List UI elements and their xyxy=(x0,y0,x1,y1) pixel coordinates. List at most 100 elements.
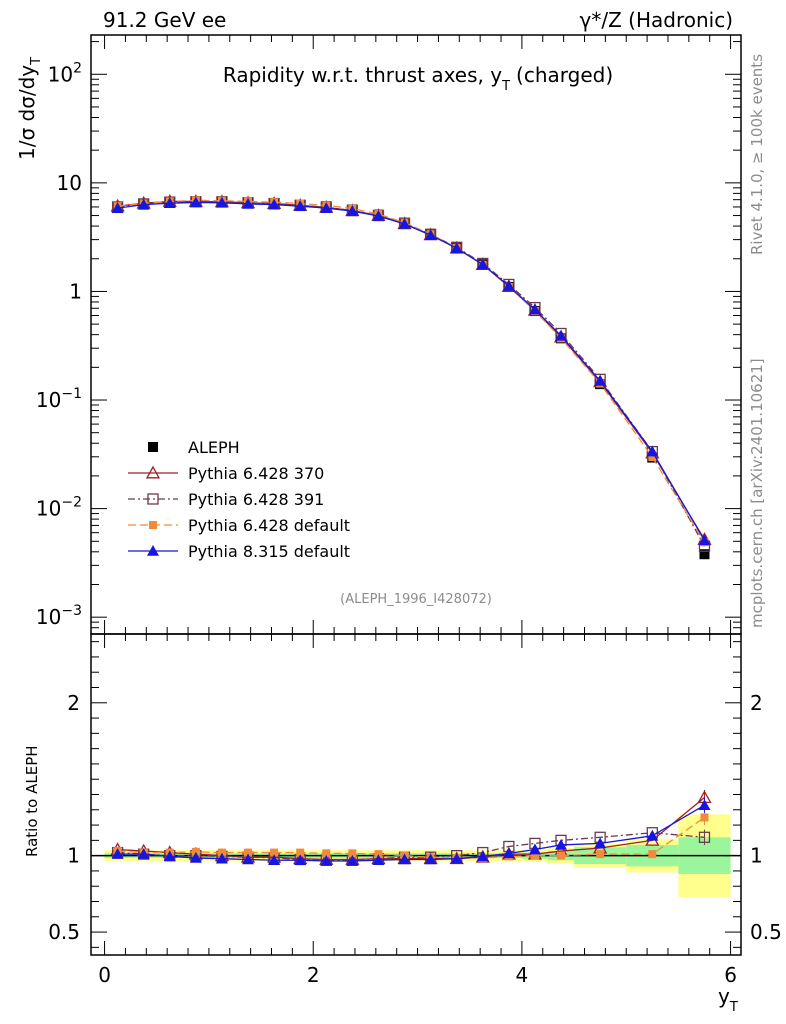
ratio-point-pythia-8-315-default xyxy=(450,852,463,864)
ratio-point-pythia-6-428-default xyxy=(530,851,539,860)
ratio-point-pythia-8-315-default xyxy=(294,854,307,866)
point-pythia-8-315-default xyxy=(215,196,228,208)
mcplots-label: mcplots.cern.ch [arXiv:2401.10621] xyxy=(748,358,766,628)
xlabel-sub: T xyxy=(729,1000,738,1015)
y-tick-base: 10 xyxy=(36,497,61,521)
point-pythia-8-315-default xyxy=(346,205,359,216)
ratio-point-pythia-8-315-default xyxy=(476,850,489,862)
point-pythia-8-315-default xyxy=(189,196,202,208)
ratio-point-pythia-8-315-default xyxy=(398,853,411,865)
ratio-point-pythia-8-315-default xyxy=(163,850,176,862)
xlabel: yT xyxy=(718,984,738,1015)
ratio-point-pythia-8-315-default xyxy=(646,829,659,841)
rivet-label: Rivet 4.1.0, ≥ 100k events xyxy=(748,54,766,255)
analysis-label: (ALEPH_1996_I428072) xyxy=(340,592,492,607)
ratio-point-pythia-8-315-default xyxy=(594,837,607,849)
ratio-y-tick-label-right: 0.5 xyxy=(750,920,782,944)
header-left: 91.2 GeV ee xyxy=(103,8,226,32)
ratio-point-pythia-6-428-default xyxy=(557,851,566,860)
ratio-point-pythia-6-428-default xyxy=(596,850,605,859)
y-tick-exp: 2 xyxy=(73,60,82,76)
ratio-line-pythia-6-428-default xyxy=(117,816,705,859)
point-aleph xyxy=(699,549,710,560)
ratio-y-tick-label-right: 2 xyxy=(750,691,763,715)
x-tick-label: 4 xyxy=(516,963,529,987)
y-tick-base: 10 xyxy=(36,605,61,629)
ratio-point-pythia-6-428-default xyxy=(322,849,331,858)
ylabel-main-text: 1/σ dσ/dy xyxy=(15,65,39,160)
ratio-y-tick-label: 0.5 xyxy=(48,920,80,944)
ratio-frame xyxy=(90,633,742,956)
ylabel-main: 1/σ dσ/dyT xyxy=(15,57,44,160)
legend-marker-pythia-6-428-391 xyxy=(147,493,159,505)
ratio-panel: 0 2 4 6 0.5 0.5 1 1 2 2 xyxy=(48,633,782,987)
ratio-point-pythia-8-315-default xyxy=(215,852,228,864)
x-tick-label: 0 xyxy=(98,963,111,987)
ratio-point-pythia-6-428-default xyxy=(296,848,305,857)
point-pythia-8-315-default xyxy=(268,198,281,210)
series-line-pythia-6-428-default xyxy=(117,199,706,543)
y-tick-label: 10−3 xyxy=(36,603,82,629)
legend-marker-aleph xyxy=(148,442,158,452)
legend-label: Pythia 6.428 default xyxy=(188,516,350,535)
y-tick-base: 1 xyxy=(69,279,82,303)
ratio-point-pythia-6-428-default xyxy=(374,850,383,859)
ratio-point-pythia-6-428-default xyxy=(348,849,357,858)
y-tick-label: 10−2 xyxy=(36,495,82,521)
ratio-point-pythia-8-315-default xyxy=(528,843,541,855)
ratio-point-pythia-8-315-default xyxy=(502,847,515,859)
point-pythia-8-315-default xyxy=(528,303,541,315)
point-pythia-8-315-default xyxy=(320,202,333,213)
x-tick-label: 6 xyxy=(724,963,737,987)
ratio-point-pythia-8-315-default xyxy=(242,853,255,865)
y-tick-label: 102 xyxy=(48,60,82,86)
legend-label: Pythia 8.315 default xyxy=(188,542,350,561)
point-pythia-8-315-default xyxy=(502,280,515,291)
legend-marker-pythia-8-315-default xyxy=(147,545,159,556)
y-tick-exp: −1 xyxy=(61,386,82,402)
ratio-point-pythia-8-315-default xyxy=(268,854,281,866)
point-pythia-8-315-default xyxy=(450,242,463,254)
plot-title-sub: T xyxy=(501,79,510,94)
ratio-point-pythia-8-315-default xyxy=(111,848,124,859)
point-pythia-8-315-default xyxy=(242,197,255,209)
ratio-point-pythia-8-315-default xyxy=(372,854,385,866)
point-pythia-8-315-default xyxy=(372,210,385,221)
xlabel-text: y xyxy=(718,984,730,1008)
ratio-point-pythia-6-428-default xyxy=(270,848,279,857)
ratio-y-tick-label-right: 1 xyxy=(750,844,763,868)
ratio-point-pythia-6-428-default xyxy=(191,847,200,856)
point-pythia-8-315-default xyxy=(294,200,307,211)
ratio-point-pythia-6-428-default xyxy=(244,848,253,857)
series-line-pythia-6-428-370 xyxy=(117,200,706,540)
legend-marker-pythia-6-428-370 xyxy=(145,465,161,479)
point-pythia-8-315-default xyxy=(594,374,607,386)
ratio-point-pythia-8-315-default xyxy=(346,854,359,866)
header-right: γ*/Z (Hadronic) xyxy=(580,8,733,32)
point-pythia-8-315-default xyxy=(163,197,176,208)
plot-title: Rapidity w.r.t. thrust axes, yT (charged) xyxy=(223,63,613,94)
point-pythia-8-315-default xyxy=(555,329,568,341)
x-tick-label: 2 xyxy=(307,963,320,987)
ratio-y-tick-label: 1 xyxy=(67,844,80,868)
y-tick-base: 10 xyxy=(36,388,61,412)
y-tick-exp: −2 xyxy=(61,495,82,511)
plot-title-main: Rapidity w.r.t. thrust axes, y xyxy=(223,63,502,87)
ratio-point-pythia-6-428-default xyxy=(648,850,657,859)
legend-label: ALEPH xyxy=(188,438,240,457)
legend-label: Pythia 6.428 391 xyxy=(188,490,324,509)
ratio-point-pythia-8-315-default xyxy=(189,851,202,863)
ratio-point-pythia-8-315-default xyxy=(137,848,150,859)
legend: ALEPH Pythia 6.428 370 Pythia 6.428 391 Pyt… xyxy=(128,438,350,561)
ratio-point-pythia-6-428-default xyxy=(217,848,226,857)
y-tick-base: 10 xyxy=(57,171,82,195)
point-pythia-8-315-default xyxy=(698,534,711,546)
ratio-point-pythia-8-315-default xyxy=(320,854,333,866)
point-pythia-8-315-default xyxy=(111,202,124,213)
ratio-point-pythia-8-315-default xyxy=(555,838,568,850)
ylabel-main-sub: T xyxy=(29,57,44,66)
y-tick-label: 1 xyxy=(69,279,82,303)
y-tick-exp: −3 xyxy=(61,603,82,619)
